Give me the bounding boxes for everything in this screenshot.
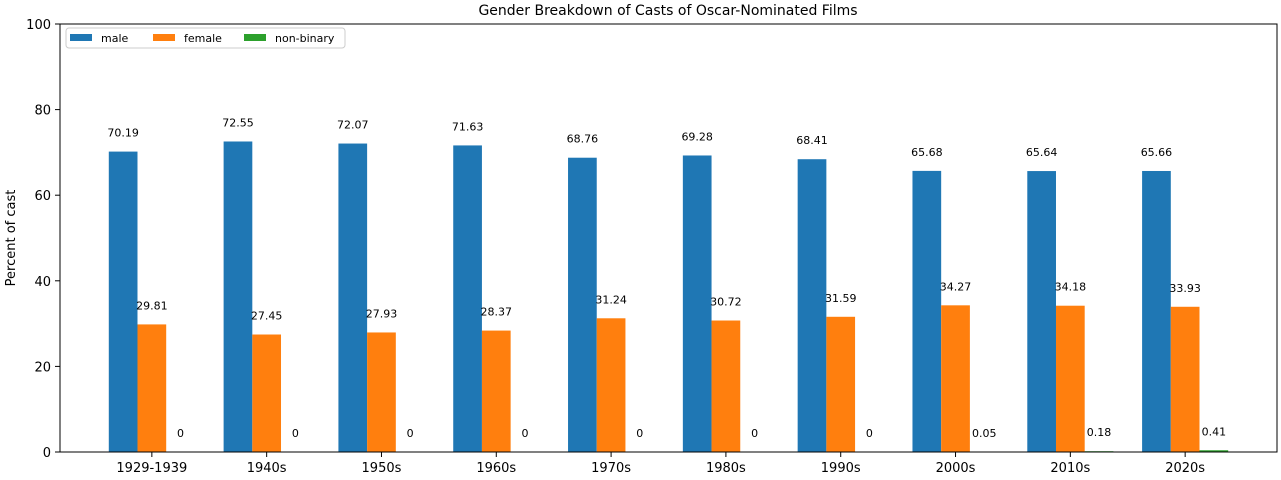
data-label-non-binary-1970s: 0	[636, 427, 643, 440]
legend-box	[65, 27, 346, 49]
data-label-male-2000s: 65.68	[911, 146, 943, 159]
x-tick-label: 1990s	[821, 461, 861, 476]
y-tick-label: 20	[34, 360, 51, 375]
legend-swatch-male	[70, 34, 92, 41]
data-label-male-1990s: 68.41	[796, 134, 828, 147]
data-label-non-binary-1950s: 0	[407, 427, 414, 440]
bar-male-2000s	[912, 170, 942, 452]
data-label-female-1940s: 27.45	[251, 310, 283, 323]
legend-swatch-female	[153, 34, 175, 41]
y-axis-title: Percent of cast	[4, 190, 19, 287]
data-label-female-1990s: 31.59	[825, 292, 857, 305]
bar-female-2010s	[1055, 305, 1085, 452]
bar-male-1929-1939	[108, 151, 138, 452]
bar-male-1960s	[453, 145, 482, 453]
data-label-male-1960s: 71.63	[452, 120, 484, 133]
bar-female-1929-1939	[137, 324, 167, 452]
bar-male-2020s	[1142, 170, 1171, 453]
legend-label-non-binary: non-binary	[275, 32, 335, 45]
data-label-female-1950s: 27.93	[366, 307, 398, 320]
x-tick-label: 1940s	[247, 461, 287, 476]
data-label-male-1929-1939: 70.19	[107, 127, 139, 140]
data-label-female-2020s: 33.93	[1169, 282, 1201, 295]
chart-title: Gender Breakdown of Casts of Oscar-Nomin…	[478, 3, 857, 19]
data-label-non-binary-1960s: 0	[521, 427, 528, 440]
x-tick-label: 2000s	[936, 461, 976, 476]
bar-female-1960s	[481, 330, 511, 452]
bar-female-1980s	[711, 320, 741, 452]
bar-female-2020s	[1170, 306, 1200, 452]
data-label-female-1980s: 30.72	[710, 296, 742, 309]
data-label-non-binary-1990s: 0	[866, 427, 873, 440]
legend-label-male: male	[101, 32, 129, 45]
data-label-female-1960s: 28.37	[481, 306, 513, 319]
data-label-non-binary-1980s: 0	[751, 427, 758, 440]
bar-male-1990s	[797, 159, 827, 452]
legend: male female non-binary	[65, 27, 346, 49]
y-tick-label: 80	[34, 104, 51, 119]
legend-label-female: female	[184, 32, 222, 45]
x-tick-label: 2010s	[1050, 461, 1090, 476]
data-label-female-2000s: 34.27	[940, 280, 972, 293]
plot-frame	[59, 23, 1278, 453]
bar-female-1940s	[252, 334, 282, 452]
x-tick-label: 1970s	[591, 461, 631, 476]
bar-female-1970s	[596, 318, 626, 452]
x-tick-label: 2020s	[1165, 461, 1205, 476]
data-label-male-1970s: 68.76	[567, 133, 599, 146]
data-label-non-binary-1929-1939: 0	[177, 427, 184, 440]
x-tick-label: 1980s	[706, 461, 746, 476]
data-label-female-1970s: 31.24	[595, 293, 627, 306]
y-tick-label: 0	[43, 446, 51, 461]
bar-male-1980s	[682, 155, 712, 453]
data-label-non-binary-1940s: 0	[292, 427, 299, 440]
bar-non-binary-2020s	[1199, 450, 1229, 452]
bar-male-1970s	[568, 157, 597, 452]
data-label-male-2010s: 65.64	[1026, 146, 1058, 159]
data-label-female-2010s: 34.18	[1055, 281, 1087, 294]
y-tick-label: 100	[26, 18, 51, 33]
bar-female-2000s	[941, 305, 970, 452]
bar-female-1950s	[367, 332, 396, 452]
data-label-male-2020s: 65.66	[1141, 146, 1173, 159]
y-tick-label: 40	[34, 275, 51, 290]
data-label-non-binary-2000s: 0.05	[972, 427, 997, 440]
bar-male-1940s	[223, 141, 253, 453]
data-label-male-1950s: 72.07	[337, 119, 369, 132]
data-label-male-1940s: 72.55	[222, 116, 254, 129]
data-label-non-binary-2010s: 0.18	[1087, 426, 1112, 439]
plot-area: 70.19 72.55 72.07 71.63 68.76 69.28 68.41 65.68…	[26, 18, 1278, 476]
x-tick-label: 1929-1939	[116, 461, 187, 476]
bar-male-1950s	[338, 143, 368, 453]
legend-swatch-non-binary	[244, 34, 266, 41]
data-label-non-binary-2020s: 0.41	[1202, 425, 1227, 438]
y-tick-label: 60	[34, 189, 51, 204]
bar-male-2010s	[1027, 171, 1056, 452]
bar-female-1990s	[826, 316, 856, 452]
x-tick-label: 1950s	[362, 461, 402, 476]
data-label-male-1980s: 69.28	[681, 130, 713, 143]
data-label-female-1929-1939: 29.81	[136, 299, 168, 312]
x-tick-label: 1960s	[476, 461, 516, 476]
